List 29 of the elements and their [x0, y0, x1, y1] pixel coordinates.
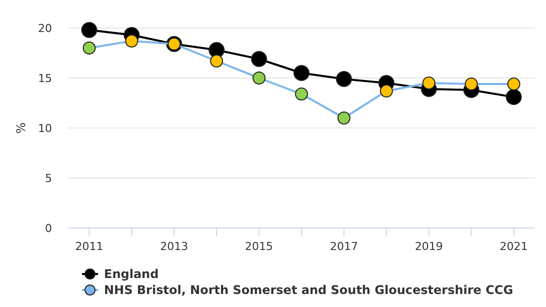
y-tick-label: 0: [45, 222, 52, 235]
point: [294, 65, 310, 81]
point: [125, 34, 138, 48]
point: [210, 54, 224, 68]
y-axis-title: %: [14, 122, 28, 134]
x-tick-label: 2019: [414, 240, 443, 253]
y-tick-label: 15: [38, 72, 52, 85]
x-tick-label: 2021: [500, 240, 528, 253]
legend-label: NHS Bristol, North Somerset and South Gloucestershire CCG: [104, 283, 514, 297]
point: [506, 89, 522, 105]
point: [380, 84, 393, 98]
x-tick-label: 2017: [330, 240, 358, 253]
point: [422, 76, 436, 90]
point: [251, 51, 268, 67]
y-tick-label: 5: [45, 172, 52, 185]
point: [81, 22, 98, 38]
x-tick-label: 2013: [160, 240, 188, 253]
point: [336, 71, 352, 87]
y-tick-label: 20: [38, 22, 52, 35]
point: [464, 78, 478, 90]
x-tick-label: 2015: [245, 240, 274, 253]
legend-label: England: [104, 267, 159, 281]
x-tick-label: 2011: [75, 240, 104, 253]
point: [295, 88, 308, 100]
y-tick-label: 10: [38, 122, 52, 135]
point: [82, 42, 96, 54]
point: [252, 72, 266, 84]
point: [507, 78, 520, 90]
point: [337, 112, 350, 124]
